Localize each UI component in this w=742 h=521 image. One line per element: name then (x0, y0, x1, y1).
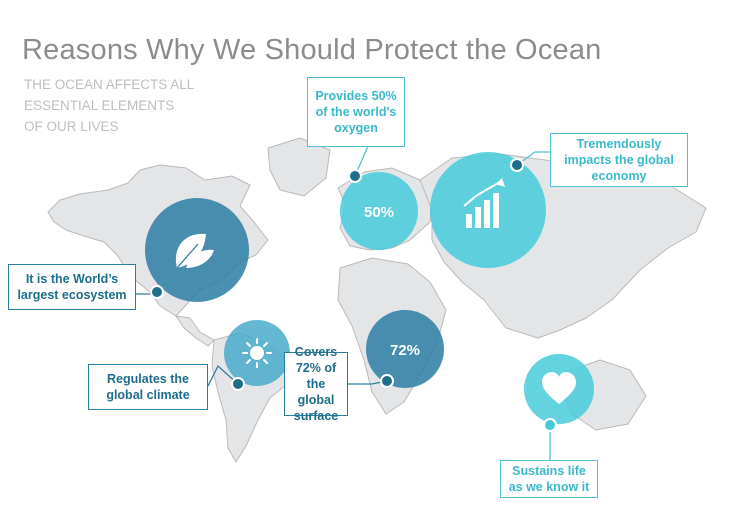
marker-dot-surface (380, 374, 394, 388)
connector-climate (207, 364, 239, 387)
callout-economy: Tremendously impacts the global economy (550, 133, 688, 187)
surface-percent-label: 72% (390, 342, 420, 359)
leaf-icon (175, 233, 214, 269)
callout-economy-text: Tremendously impacts the global economy (564, 137, 674, 183)
callout-life: Sustains life as we know it (500, 460, 598, 498)
callout-climate-text: Regulates the global climate (106, 372, 190, 402)
callout-surface: Covers 72% of the global surface (284, 345, 348, 423)
callout-oxygen: Provides 50% of the world's oxygen (307, 77, 405, 147)
marker-dot-ecosystem (150, 285, 164, 299)
marker-dot-economy (510, 158, 524, 172)
bar-chart-growth-icon (463, 178, 505, 228)
marker-dot-life (543, 418, 557, 432)
callout-surface-text: Covers 72% of the global surface (293, 345, 339, 423)
sun-icon (242, 338, 272, 368)
marker-dot-oxygen (348, 169, 362, 183)
surface-bubble (366, 310, 444, 388)
oxygen-percent-label: 50% (364, 204, 394, 221)
callout-oxygen-text: Provides 50% of the world's oxygen (315, 89, 397, 135)
page-subtitle: THE OCEAN AFFECTS ALL ESSENTIAL ELEMENTS… (24, 77, 194, 134)
connector-economy (516, 151, 550, 166)
callout-ecosystem-text: It is the World’s largest ecosystem (17, 272, 127, 302)
callout-climate: Regulates the global climate (88, 364, 208, 410)
callout-life-text: Sustains life as we know it (508, 464, 590, 494)
heart-icon (542, 372, 576, 404)
marker-dot-climate (231, 377, 245, 391)
oxygen-bubble (340, 172, 418, 250)
continent-central-america (175, 315, 215, 347)
callout-ecosystem: It is the World’s largest ecosystem (8, 264, 136, 310)
continent-greenland (267, 137, 331, 197)
page-title: Reasons Why We Should Protect the Ocean (22, 34, 602, 66)
